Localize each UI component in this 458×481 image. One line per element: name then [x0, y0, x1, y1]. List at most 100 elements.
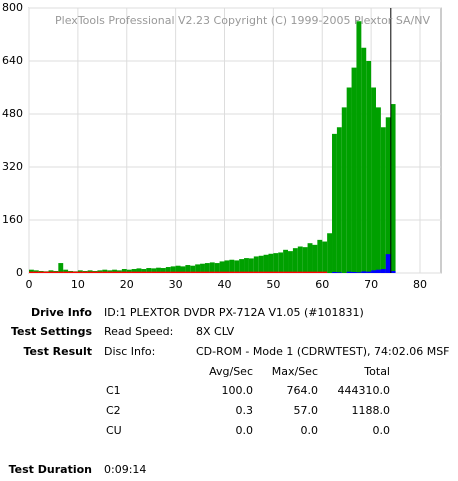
x-tick-label: 50 [266, 278, 280, 291]
bar [302, 247, 308, 273]
bar [288, 251, 293, 273]
bar [248, 258, 254, 273]
bar [307, 243, 313, 273]
bar [209, 262, 215, 273]
cell: 0.0 [301, 424, 319, 437]
result-table: Avg/Sec Max/Sec Total C1 100.0 764.0 444310.0 C… [106, 365, 390, 437]
bar [258, 271, 264, 273]
bar [68, 271, 73, 273]
value: CD-ROM - Mode 1 (CDRWTEST), 74:02.06 MSF [196, 345, 450, 358]
bar [63, 271, 69, 273]
bar [390, 271, 396, 273]
bar [102, 269, 108, 273]
label: Read Speed: [104, 325, 173, 338]
bar [112, 271, 117, 273]
bar [58, 271, 64, 273]
cell: 764.0 [287, 384, 319, 397]
bar [356, 272, 362, 273]
bar [151, 271, 157, 273]
bar [371, 270, 376, 273]
y-tick-label: 160 [2, 213, 23, 226]
bar [341, 107, 347, 273]
label: Drive Info [31, 306, 92, 319]
bar [292, 248, 298, 273]
bar [361, 47, 367, 273]
bar [292, 271, 298, 273]
bar [156, 267, 161, 273]
bar [160, 268, 166, 273]
bar [72, 271, 78, 273]
bar [112, 269, 117, 273]
cell: 444310.0 [338, 384, 391, 397]
bar [146, 271, 152, 273]
bar [82, 271, 88, 273]
row-label: C2 [106, 404, 121, 417]
bar [229, 271, 235, 273]
bar [263, 254, 269, 273]
bar [307, 271, 313, 273]
bar [175, 265, 181, 273]
bar [244, 271, 249, 273]
row-label: C1 [106, 384, 121, 397]
bar [268, 253, 274, 273]
x-tick-label: 30 [169, 278, 183, 291]
bar [375, 269, 381, 273]
chart-title: PlexTools Professional V2.23 Copyright (… [55, 14, 430, 27]
cell: 0.0 [236, 424, 254, 437]
y-tick-label: 0 [16, 266, 23, 279]
bar [332, 272, 337, 273]
y-tick-label: 480 [2, 107, 23, 120]
bar [253, 271, 259, 273]
bar [385, 254, 391, 273]
bar [297, 271, 303, 273]
bar [278, 271, 284, 273]
bar [312, 244, 318, 273]
bar [58, 263, 64, 273]
bar [351, 67, 357, 273]
bar [126, 271, 132, 273]
bar [371, 87, 376, 273]
cell: 0.0 [373, 424, 391, 437]
bar [136, 268, 142, 273]
bar [121, 269, 127, 273]
bar [317, 239, 323, 273]
bar [214, 263, 220, 273]
bar [336, 272, 342, 273]
bar [116, 271, 122, 273]
bar [380, 127, 386, 273]
bar [87, 271, 93, 273]
bar [268, 271, 274, 273]
bar [375, 107, 381, 273]
bar [180, 266, 186, 273]
column-header: Total [363, 365, 390, 378]
bar [366, 61, 372, 273]
x-tick-label: 0 [26, 278, 33, 291]
label: Test Result [24, 345, 92, 358]
bar [214, 271, 220, 273]
label: Test Settings [11, 325, 93, 338]
bar [102, 271, 108, 273]
value: ID:1 PLEXTOR DVDR PX-712A V1.05 (#101831… [104, 306, 364, 319]
bar [322, 271, 328, 273]
bar [165, 271, 171, 273]
bar [327, 233, 333, 273]
x-tick-label: 40 [217, 278, 231, 291]
bar [297, 246, 303, 273]
bar [170, 271, 176, 273]
bar [336, 127, 342, 273]
column-header: Max/Sec [272, 365, 318, 378]
cell: 100.0 [222, 384, 254, 397]
y-tick-label: 800 [2, 1, 23, 14]
bar [141, 269, 147, 273]
value: 0:09:14 [104, 463, 146, 476]
bar [92, 271, 98, 273]
bar [239, 259, 245, 273]
bar [366, 271, 372, 273]
bar [209, 271, 215, 273]
bar [131, 269, 137, 273]
bar [361, 271, 367, 273]
bar [317, 271, 323, 273]
bar [346, 271, 352, 273]
bar [63, 269, 69, 273]
